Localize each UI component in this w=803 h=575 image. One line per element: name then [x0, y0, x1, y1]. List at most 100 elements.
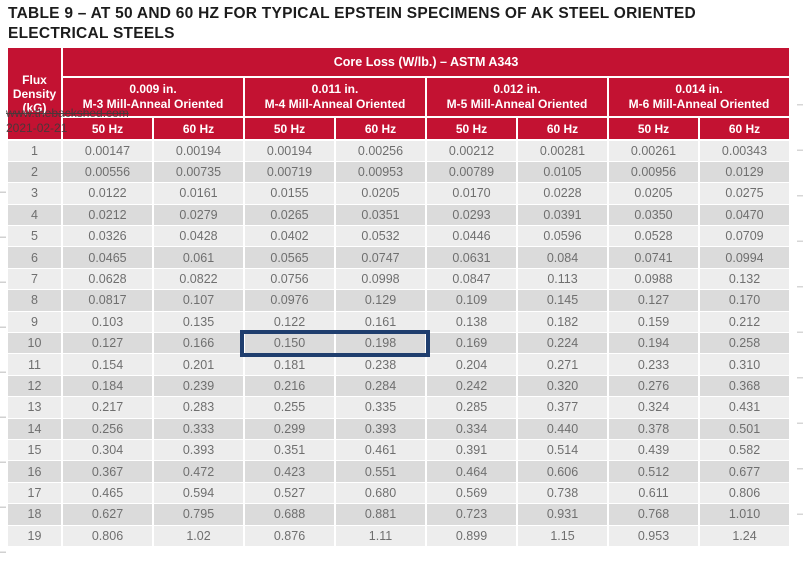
value-cell: 0.0105 [517, 161, 609, 184]
value-cell: 0.201 [153, 353, 245, 376]
value-cell: 0.0446 [426, 225, 518, 248]
table-body: 1 0.00147 0.00194 0.00194 0.00256 0.00212 0.00… [8, 140, 792, 547]
table-row: 12 0.184 0.239 0.216 0.284 0.242 0.320 0.276 0.3… [8, 375, 792, 398]
value-cell: 0.0161 [153, 182, 245, 205]
value-cell: 0.113 [517, 268, 609, 291]
value-cell: 0.569 [426, 482, 518, 505]
value-cell: 0.182 [517, 311, 609, 334]
value-cell: 0.00719 [244, 161, 336, 184]
table-row: 9 0.103 0.135 0.122 0.161 0.138 0.182 0.159 0.21… [8, 311, 792, 334]
value-cell: 0.320 [517, 375, 609, 398]
value-cell: 0.0709 [699, 225, 792, 248]
value-cell: 0.122 [244, 311, 336, 334]
value-cell: 0.184 [62, 375, 154, 398]
group-m4-grade: M-4 Mill-Anneal Oriented [264, 97, 406, 111]
value-cell: 0.0326 [62, 225, 154, 248]
group-m3-grade: M-3 Mill-Anneal Oriented [82, 97, 224, 111]
page-title-line2: ELECTRICAL STEELS [8, 25, 175, 42]
group-m6-grade: M-6 Mill-Anneal Oriented [628, 97, 770, 111]
value-cell: 0.299 [244, 418, 336, 440]
flux-density-header-line2: Density [12, 86, 57, 101]
value-cell: 0.0205 [335, 182, 427, 205]
flux-cell: 12 [8, 375, 63, 398]
value-cell: 0.310 [699, 353, 792, 376]
value-cell: 0.876 [244, 525, 336, 547]
value-cell: 0.0741 [608, 246, 700, 269]
value-cell: 0.0428 [153, 225, 245, 248]
value-cell: 1.010 [699, 503, 792, 526]
flux-cell: 8 [8, 289, 63, 312]
core-loss-table: Flux Density (kG) Core Loss (W/lb.) – AS… [8, 48, 792, 547]
value-cell: 0.0756 [244, 268, 336, 291]
value-cell: 0.061 [153, 246, 245, 269]
value-cell: 0.170 [699, 289, 792, 312]
value-cell: 0.0747 [335, 246, 427, 269]
value-cell: 0.688 [244, 503, 336, 526]
value-cell: 0.00147 [62, 140, 154, 162]
value-cell: 0.271 [517, 353, 609, 376]
value-cell: 0.680 [335, 482, 427, 505]
table-wrapper: Flux Density (kG) Core Loss (W/lb.) – AS… [8, 48, 792, 547]
value-cell: 0.159 [608, 311, 700, 334]
value-cell: 0.0129 [699, 161, 792, 184]
value-cell: 0.368 [699, 375, 792, 398]
value-cell: 0.723 [426, 503, 518, 526]
value-cell: 0.103 [62, 311, 154, 334]
value-cell: 0.0170 [426, 182, 518, 205]
value-cell: 0.472 [153, 460, 245, 483]
value-cell: 0.611 [608, 482, 700, 505]
value-cell: 0.284 [335, 375, 427, 398]
value-cell: 0.527 [244, 482, 336, 505]
table-row: 13 0.217 0.283 0.255 0.335 0.285 0.377 0.324 0.4… [8, 396, 792, 419]
value-cell: 0.0470 [699, 204, 792, 227]
flux-cell: 14 [8, 418, 63, 440]
value-cell: 0.00735 [153, 161, 245, 184]
flux-cell: 7 [8, 268, 63, 291]
value-cell: 0.0822 [153, 268, 245, 291]
value-cell: 0.138 [426, 311, 518, 334]
flux-cell: 9 [8, 311, 63, 334]
value-cell: 1.11 [335, 525, 427, 547]
value-cell: 0.464 [426, 460, 518, 483]
value-cell: 0.606 [517, 460, 609, 483]
scan-artifact-ticks-left [0, 148, 6, 572]
value-cell: 0.0293 [426, 204, 518, 227]
value-cell: 0.439 [608, 439, 700, 462]
value-cell: 0.107 [153, 289, 245, 312]
value-cell: 0.00256 [335, 140, 427, 162]
table-row: 19 0.806 1.02 0.876 1.11 0.899 1.15 0.953 1.24 [8, 525, 792, 547]
value-cell: 0.393 [153, 439, 245, 462]
value-cell: 0.132 [699, 268, 792, 291]
table-row: 5 0.0326 0.0428 0.0402 0.0532 0.0446 0.0596 0.0… [8, 225, 792, 248]
table-header: Flux Density (kG) Core Loss (W/lb.) – AS… [8, 48, 792, 141]
watermark: www.thebackshed.com 2021-02-21 [6, 106, 129, 136]
value-cell: 0.127 [62, 332, 154, 355]
value-cell: 0.377 [517, 396, 609, 419]
value-cell: 0.582 [699, 439, 792, 462]
value-cell: 0.551 [335, 460, 427, 483]
value-cell: 0.00281 [517, 140, 609, 162]
value-cell: 1.24 [699, 525, 792, 547]
value-cell: 0.0528 [608, 225, 700, 248]
value-cell: 0.335 [335, 396, 427, 419]
value-cell: 0.166 [153, 332, 245, 355]
value-cell: 0.0631 [426, 246, 518, 269]
table-row: 14 0.256 0.333 0.299 0.393 0.334 0.440 0.378 0.5… [8, 418, 792, 440]
table-row: 3 0.0122 0.0161 0.0155 0.0205 0.0170 0.0228 0.0… [8, 182, 792, 205]
flux-cell: 13 [8, 396, 63, 419]
table-row: 18 0.627 0.795 0.688 0.881 0.723 0.931 0.768 1.0… [8, 503, 792, 526]
value-cell: 0.351 [244, 439, 336, 462]
value-cell: 0.127 [608, 289, 700, 312]
table-row: 10 0.127 0.166 0.150 0.198 0.169 0.224 0.194 0.2… [8, 332, 792, 355]
group-m6-thickness: 0.014 in. [675, 82, 723, 96]
value-cell: 0.239 [153, 375, 245, 398]
value-cell: 0.324 [608, 396, 700, 419]
value-cell: 0.256 [62, 418, 154, 440]
table-row: 15 0.304 0.393 0.351 0.461 0.391 0.514 0.439 0.5… [8, 439, 792, 462]
flux-cell: 1 [8, 140, 63, 162]
value-cell: 0.594 [153, 482, 245, 505]
value-cell: 0.00212 [426, 140, 518, 162]
value-cell: 0.194 [608, 332, 700, 355]
value-cell: 0.212 [699, 311, 792, 334]
